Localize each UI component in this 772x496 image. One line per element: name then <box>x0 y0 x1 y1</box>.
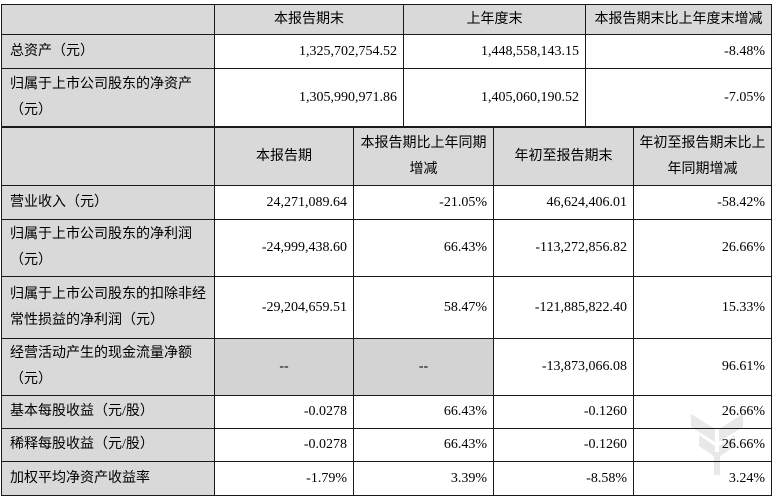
cell-value: 66.43% <box>353 395 494 429</box>
cell-value: 66.43% <box>353 219 494 277</box>
cell-value-not-applicable: -- <box>214 338 354 396</box>
cell-value: 58.47% <box>353 276 494 339</box>
table-row-net-profit: 归属于上市公司股东的净利润（元） -24,999,438.60 66.43% -… <box>1 219 772 277</box>
cell-value: -0.1260 <box>493 395 634 429</box>
cell-value: -58.42% <box>633 185 772 220</box>
row-label: 归属于上市公司股东的净利润（元） <box>1 219 215 277</box>
cell-value: 66.43% <box>353 428 494 462</box>
row-label: 总资产（元） <box>1 34 215 69</box>
cell-value-not-applicable: -- <box>353 338 494 396</box>
cell-value: 1,305,990,971.86 <box>214 68 404 127</box>
cell-value: -24,999,438.60 <box>214 219 354 277</box>
cell-value: -1.79% <box>214 461 354 496</box>
table-row-operating-revenue: 营业收入（元） 24,271,089.64 -21.05% 46,624,406… <box>1 185 772 220</box>
column-header-current-period: 本报告期 <box>214 127 354 186</box>
table-row-net-profit-excl-nonrecurring: 归属于上市公司股东的扣除非经常性损益的净利润（元） -29,204,659.51… <box>1 276 772 339</box>
cell-value: 1,448,558,143.15 <box>403 34 586 69</box>
table-header-row: 本报告期 本报告期比上年同期增减 年初至报告期末 年初至报告期末比上年同期增减 <box>1 127 772 186</box>
table-row-diluted-eps: 稀释每股收益（元/股） -0.0278 66.43% -0.1260 26.66… <box>1 428 772 462</box>
column-header-change-vs-prior-year-end: 本报告期末比上年度末增减 <box>585 4 772 35</box>
row-label: 稀释每股收益（元/股） <box>1 428 215 462</box>
cell-value: -8.58% <box>493 461 634 496</box>
income-summary-table: 本报告期 本报告期比上年同期增减 年初至报告期末 年初至报告期末比上年同期增减 … <box>1 127 772 496</box>
cell-value: -113,272,856.82 <box>493 219 634 277</box>
cell-value: -121,885,822.40 <box>493 276 634 339</box>
column-header-year-to-date: 年初至报告期末 <box>493 127 634 186</box>
cell-value: 15.33% <box>633 276 772 339</box>
table-row-total-assets: 总资产（元） 1,325,702,754.52 1,448,558,143.15… <box>1 34 772 69</box>
table-header-row: 本报告期末 上年度末 本报告期末比上年度末增减 <box>1 4 772 35</box>
cell-value: -29,204,659.51 <box>214 276 354 339</box>
column-header-prior-year-end: 上年度末 <box>403 4 586 35</box>
cell-value: -7.05% <box>585 68 772 127</box>
row-label: 加权平均净资产收益率 <box>1 461 215 496</box>
cell-value: 26.66% <box>633 428 772 462</box>
financial-summary-tables: 本报告期末 上年度末 本报告期末比上年度末增减 总资产（元） 1,325,702… <box>1 4 772 496</box>
row-label: 归属于上市公司股东的净资产（元） <box>1 68 215 127</box>
cell-value: 1,325,702,754.52 <box>214 34 404 69</box>
row-label: 归属于上市公司股东的扣除非经常性损益的净利润（元） <box>1 276 215 339</box>
column-header-empty <box>1 4 215 35</box>
cell-value: -0.1260 <box>493 428 634 462</box>
table-row-weighted-avg-roe: 加权平均净资产收益率 -1.79% 3.39% -8.58% 3.24% <box>1 461 772 496</box>
row-label: 经营活动产生的现金流量净额（元） <box>1 338 215 396</box>
cell-value: 24,271,089.64 <box>214 185 354 220</box>
cell-value: 3.24% <box>633 461 772 496</box>
row-label: 营业收入（元） <box>1 185 215 220</box>
cell-value: 26.66% <box>633 219 772 277</box>
cell-value: -0.0278 <box>214 395 354 429</box>
row-label: 基本每股收益（元/股） <box>1 395 215 429</box>
column-header-change-vs-prior-period: 本报告期比上年同期增减 <box>353 127 494 186</box>
cell-value: 96.61% <box>633 338 772 396</box>
column-header-ytd-change: 年初至报告期末比上年同期增减 <box>633 127 772 186</box>
cell-value: -13,873,066.08 <box>493 338 634 396</box>
column-header-empty <box>1 127 215 186</box>
table-row-basic-eps: 基本每股收益（元/股） -0.0278 66.43% -0.1260 26.66… <box>1 395 772 429</box>
cell-value: -0.0278 <box>214 428 354 462</box>
cell-value: 26.66% <box>633 395 772 429</box>
cell-value: -21.05% <box>353 185 494 220</box>
balance-summary-table: 本报告期末 上年度末 本报告期末比上年度末增减 总资产（元） 1,325,702… <box>1 4 772 127</box>
column-header-current-period-end: 本报告期末 <box>214 4 404 35</box>
cell-value: 1,405,060,190.52 <box>403 68 586 127</box>
table-row-net-assets: 归属于上市公司股东的净资产（元） 1,305,990,971.86 1,405,… <box>1 68 772 127</box>
cell-value: -8.48% <box>585 34 772 69</box>
table-row-operating-cash-flow: 经营活动产生的现金流量净额（元） -- -- -13,873,066.08 96… <box>1 338 772 396</box>
cell-value: 3.39% <box>353 461 494 496</box>
cell-value: 46,624,406.01 <box>493 185 634 220</box>
